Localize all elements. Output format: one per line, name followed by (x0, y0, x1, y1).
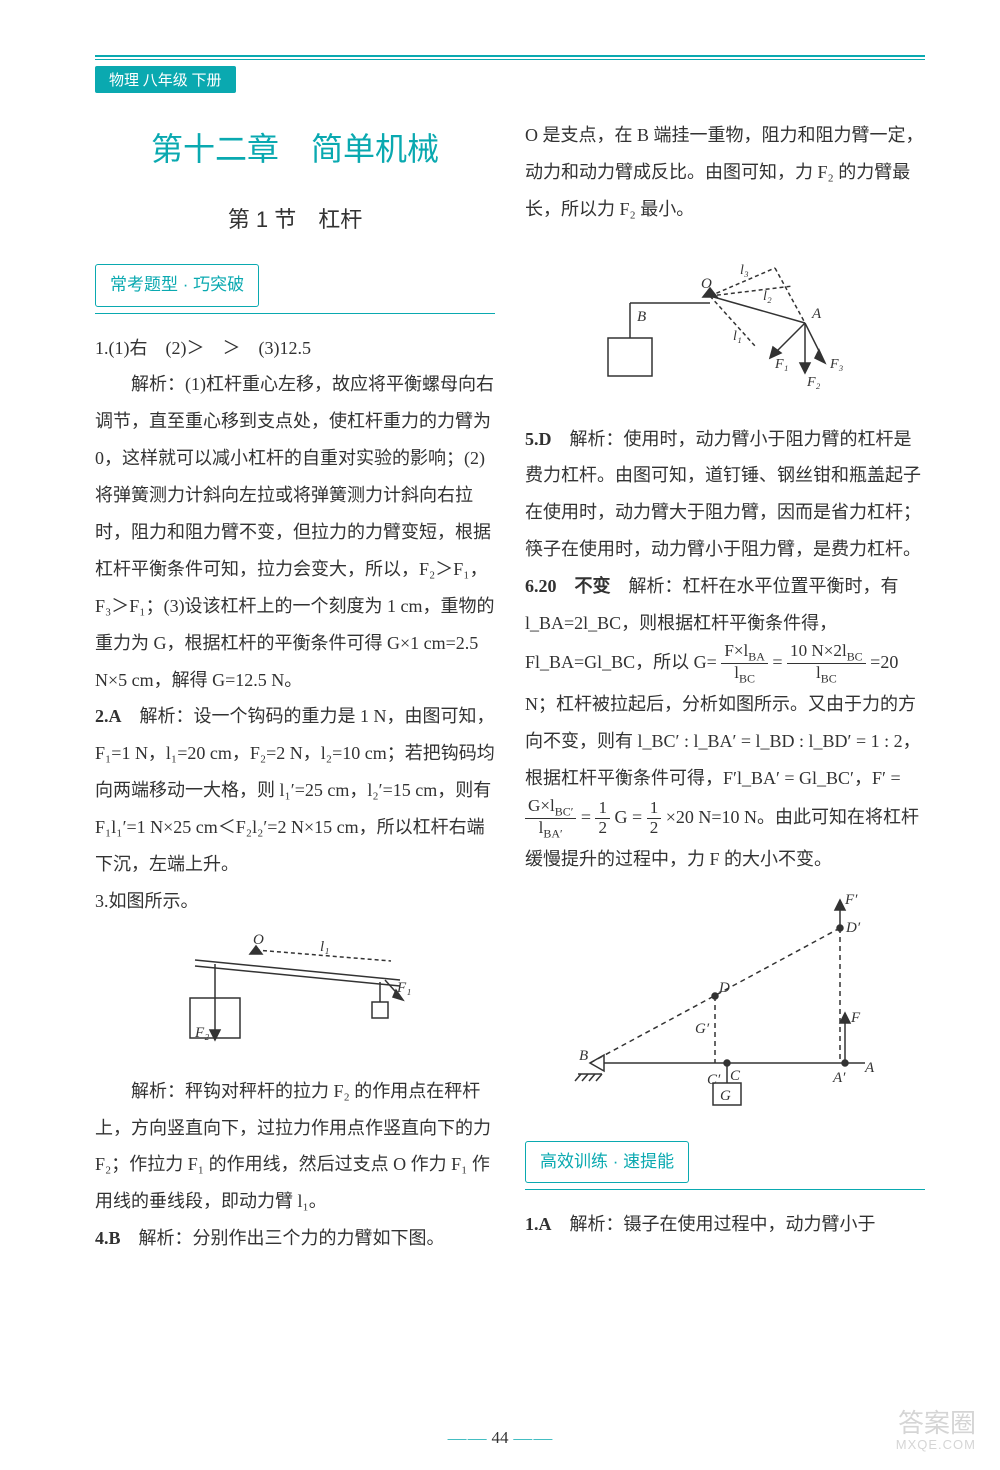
svg-text:O: O (253, 932, 264, 948)
svg-text:F: F (850, 1010, 861, 1026)
topic-line-2 (525, 1189, 925, 1190)
svg-text:F₁: F₁ (396, 980, 411, 996)
svg-text:A: A (811, 306, 822, 322)
svg-text:D: D (718, 980, 730, 996)
svg-text:C: C (730, 1068, 741, 1084)
q1-explanation: 解析：(1)杠杆重心左移，故应将平衡螺母向右调节，直至重心移到支点处，使杠杆重力… (95, 366, 495, 698)
q6-answer: 6.20 不变 (525, 576, 611, 596)
svg-text:F′: F′ (844, 892, 858, 908)
header-rule (95, 55, 925, 60)
q3-diagram: O l₁ F₁ F₂ (95, 930, 495, 1063)
train1-line: 1.A 解析：镊子在使用过程中，动力臂小于 (525, 1206, 925, 1243)
page-deco-left: ⸺⸺ (447, 1432, 487, 1446)
left-column: 第十二章 简单机械 第 1 节 杠杆 常考题型 · 巧突破 1.(1)右 (2)… (95, 117, 495, 1257)
q6-frac3: G×lBC′lBA′ (525, 797, 576, 841)
q5-answer: 5.D (525, 429, 552, 449)
topic-box-2: 高效训练 · 速提能 (525, 1141, 689, 1184)
svg-text:l₃: l₃ (740, 263, 749, 278)
svg-text:F₂: F₂ (194, 1025, 209, 1041)
q5-explanation: 解析：使用时，动力臂小于阻力臂的杠杆是费力杠杆。由图可知，道钉锤、钢丝钳和瓶盖起… (525, 429, 921, 560)
topic-line-1 (95, 313, 495, 314)
q4-diagram: O B A l₁ l₂ l₃ F₁ F₂ F₃ (525, 238, 925, 411)
svg-text:l₁: l₁ (733, 329, 742, 344)
watermark-sub: MXQE.COM (896, 1438, 976, 1452)
q4-explanation-b: O 是支点，在 B 端挂一重物，阻力和阻力臂一定，动力和动力臂成反比。由图可知，… (525, 117, 925, 228)
svg-text:F₁: F₁ (774, 357, 788, 372)
q6-frac4: 12 (595, 799, 610, 838)
page-number: ⸺⸺ 44 ⸺⸺ (447, 1428, 553, 1448)
watermark: 答案圈 MXQE.COM (896, 1409, 976, 1452)
watermark-main: 答案圈 (896, 1409, 976, 1438)
q4-line-a: 4.B 解析：分别作出三个力的力臂如下图。 (95, 1220, 495, 1257)
q3-explanation: 解析：秤钩对秤杆的拉力 F₂ 的作用点在秤杆上，方向竖直向下，过拉力作用点作竖直… (95, 1073, 495, 1221)
page-deco-right: ⸺⸺ (513, 1432, 553, 1446)
svg-text:G: G (720, 1088, 731, 1104)
q6-frac5: 12 (647, 799, 662, 838)
q6-frac1: F×lBAlBC (721, 642, 768, 686)
q5-line: 5.D 解析：使用时，动力臂小于阻力臂的杠杆是费力杠杆。由图可知，道钉锤、钢丝钳… (525, 421, 925, 569)
svg-text:D′: D′ (845, 920, 861, 936)
svg-text:A′: A′ (832, 1070, 846, 1086)
q6-frac2: 10 N×2lBClBC (787, 642, 866, 686)
train1-answer: 1.A (525, 1214, 552, 1234)
page-num-value: 44 (492, 1428, 509, 1447)
section-title: 第 1 节 杠杆 (95, 197, 495, 242)
header-label: 物理 八年级 下册 (95, 66, 236, 93)
q2-line: 2.A 解析：设一个钩码的重力是 1 N，由图可知，F₁=1 N，l₁=20 c… (95, 698, 495, 882)
train1-explanation: 解析：镊子在使用过程中，动力臂小于 (570, 1214, 876, 1234)
svg-text:F₂: F₂ (806, 375, 821, 390)
svg-text:B: B (579, 1048, 588, 1064)
svg-text:F₃: F₃ (829, 357, 844, 372)
q4-explanation-a: 解析：分别作出三个力的力臂如下图。 (139, 1228, 445, 1248)
q6-diagram: B C C′ A A′ D D′ F F′ G G′ (525, 888, 925, 1131)
svg-text:C′: C′ (707, 1072, 721, 1088)
svg-text:A: A (864, 1060, 875, 1076)
q4-answer: 4.B (95, 1228, 121, 1248)
svg-text:l₂: l₂ (763, 289, 772, 304)
q1-answer: 1.(1)右 (2)＞ ＞ (3)12.5 (95, 330, 495, 367)
topic-box-1: 常考题型 · 巧突破 (95, 264, 259, 307)
svg-text:B: B (637, 309, 646, 325)
q2-explanation: 解析：设一个钩码的重力是 1 N，由图可知，F₁=1 N，l₁=20 cm，F₂… (95, 706, 495, 874)
q2-answer: 2.A (95, 706, 122, 726)
chapter-title: 第十二章 简单机械 (95, 117, 495, 183)
q6-explanation-c: ×20 N=10 N。由此可知在将杠杆缓慢提升的过程中，力 F 的大小不变。 (525, 807, 919, 869)
q3-answer: 3.如图所示。 (95, 883, 495, 920)
q6-line: 6.20 不变 解析：杠杆在水平位置平衡时，有 l_BA=2l_BC，则根据杠杆… (525, 568, 925, 878)
svg-text:l₁: l₁ (320, 939, 329, 955)
svg-text:G′: G′ (695, 1021, 710, 1037)
svg-text:O: O (701, 276, 712, 292)
right-column: O 是支点，在 B 端挂一重物，阻力和阻力臂一定，动力和动力臂成反比。由图可知，… (525, 117, 925, 1257)
